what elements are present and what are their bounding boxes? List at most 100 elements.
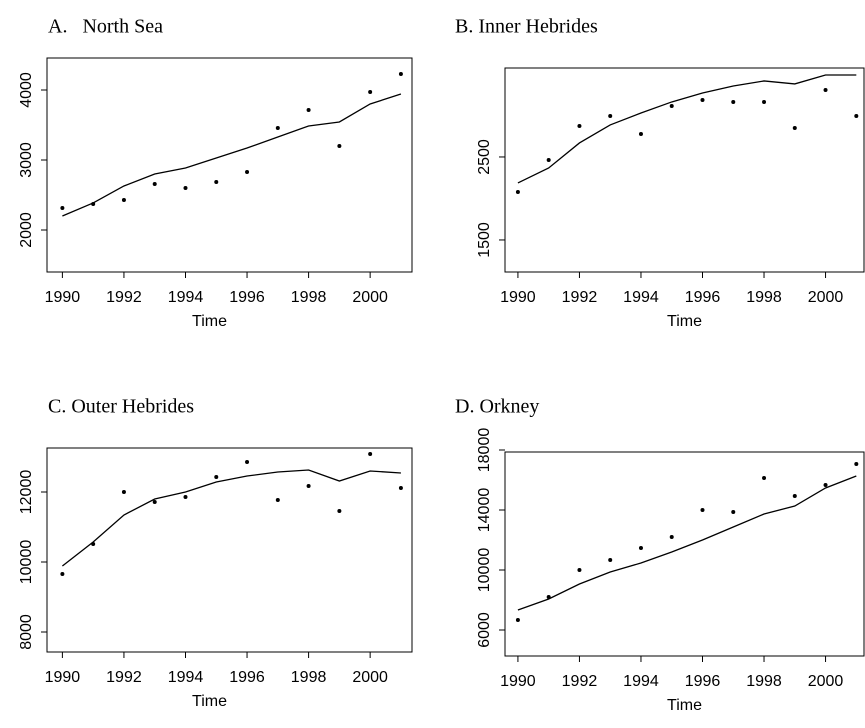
panel-title: A. North Sea: [48, 16, 163, 38]
data-point: [638, 131, 643, 136]
data-point: [515, 618, 520, 622]
x-tick-label: 1990: [45, 669, 81, 686]
x-axis-label: Time: [192, 693, 227, 710]
data-point: [792, 494, 797, 499]
x-tick-label: 1992: [106, 669, 142, 686]
data-point: [577, 124, 582, 129]
data-point: [245, 460, 250, 465]
y-tick-label: 12000: [18, 470, 35, 515]
data-point: [792, 126, 797, 131]
x-tick-label: 2000: [808, 673, 844, 690]
y-tick-label: 2500: [476, 139, 493, 175]
data-point: [398, 486, 403, 491]
data-point: [608, 113, 613, 118]
x-tick-label: 1994: [168, 669, 204, 686]
y-tick-label: 18000: [476, 428, 493, 473]
data-point: [398, 71, 403, 76]
data-point: [60, 572, 65, 577]
data-point: [669, 104, 674, 109]
x-tick-label: 2000: [808, 289, 844, 306]
data-point: [275, 126, 280, 131]
x-tick-label: 1996: [685, 673, 721, 690]
data-point: [183, 185, 188, 190]
data-point: [731, 99, 736, 104]
data-point: [368, 451, 373, 456]
data-point: [823, 483, 828, 487]
y-tick-label: 8000: [18, 614, 35, 650]
x-tick-label: 1994: [623, 289, 659, 306]
x-tick-label: 1998: [746, 673, 782, 690]
x-tick-label: 1990: [500, 673, 536, 690]
data-point: [214, 179, 219, 184]
y-tick-label: 6000: [476, 612, 493, 648]
x-tick-label: 1990: [500, 289, 536, 306]
x-tick-label: 1992: [106, 289, 142, 306]
y-tick-label: 4000: [18, 72, 35, 108]
data-point: [608, 558, 613, 562]
data-point: [700, 97, 705, 102]
data-point: [700, 508, 705, 513]
x-tick-label: 1990: [45, 289, 81, 306]
x-axis-label: Time: [667, 313, 702, 330]
x-tick-label: 1998: [291, 289, 327, 306]
data-point: [306, 108, 311, 113]
plot-frame: [46, 57, 413, 273]
data-point: [60, 206, 65, 211]
x-tick-label: 2000: [352, 289, 388, 306]
fitted-line: [61, 469, 401, 567]
y-tick-label: 10000: [18, 540, 35, 585]
data-point: [731, 510, 736, 514]
x-tick-label: 1992: [562, 289, 598, 306]
data-point: [245, 169, 250, 174]
data-point: [337, 509, 342, 514]
y-tick-label: 14000: [476, 488, 493, 533]
fitted-line: [517, 475, 857, 611]
panel: A. North Sea 1990 1992 1994 1996 1998 2000 Time…: [18, 16, 413, 330]
y-tick-label: 1500: [476, 222, 493, 258]
data-point: [121, 197, 126, 202]
data-point: [669, 535, 674, 540]
y-tick-label: 10000: [476, 548, 493, 593]
data-point: [121, 489, 126, 494]
plot-frame: [46, 447, 413, 653]
data-point: [515, 189, 520, 194]
data-point: [762, 99, 767, 104]
data-point: [546, 157, 551, 162]
x-axis-label: Time: [192, 313, 227, 330]
panel: D. Orkney 1990 1992 1994 1996 1998 2000 Time 600…: [455, 396, 865, 714]
panel-title: B. Inner Hebrides: [455, 16, 598, 38]
data-point: [183, 495, 188, 500]
data-point: [275, 498, 280, 503]
panel: B. Inner Hebrides 1990 1992 1994 1996 1998 200…: [455, 16, 865, 330]
x-tick-label: 1996: [685, 289, 721, 306]
x-axis-label: Time: [667, 697, 702, 714]
x-tick-label: 1994: [623, 673, 659, 690]
data-point: [214, 474, 219, 479]
fitted-line: [62, 93, 402, 217]
panel-title: D. Orkney: [455, 396, 539, 418]
y-tick-label: 3000: [18, 142, 35, 178]
x-tick-label: 1992: [562, 673, 598, 690]
data-point: [368, 90, 373, 95]
x-tick-label: 1996: [229, 289, 265, 306]
plot-frame: [504, 67, 865, 273]
data-point: [854, 113, 859, 118]
panel-title: C. Outer Hebrides: [48, 396, 194, 418]
x-tick-label: 1996: [229, 669, 265, 686]
data-point: [306, 484, 311, 489]
data-point: [577, 568, 582, 573]
data-point: [152, 182, 157, 187]
x-tick-label: 1998: [291, 669, 327, 686]
fitted-line: [517, 74, 857, 184]
data-point: [854, 462, 859, 466]
x-tick-label: 2000: [352, 669, 388, 686]
x-tick-label: 1998: [746, 289, 782, 306]
data-point: [152, 500, 157, 505]
y-tick-label: 2000: [18, 212, 35, 248]
panel: C. Outer Hebrides 1990 1992 1994 1996 1998 200…: [18, 396, 413, 710]
x-tick-label: 1994: [168, 289, 204, 306]
data-point: [337, 143, 342, 148]
data-point: [762, 476, 767, 481]
plot-frame: [504, 451, 865, 657]
